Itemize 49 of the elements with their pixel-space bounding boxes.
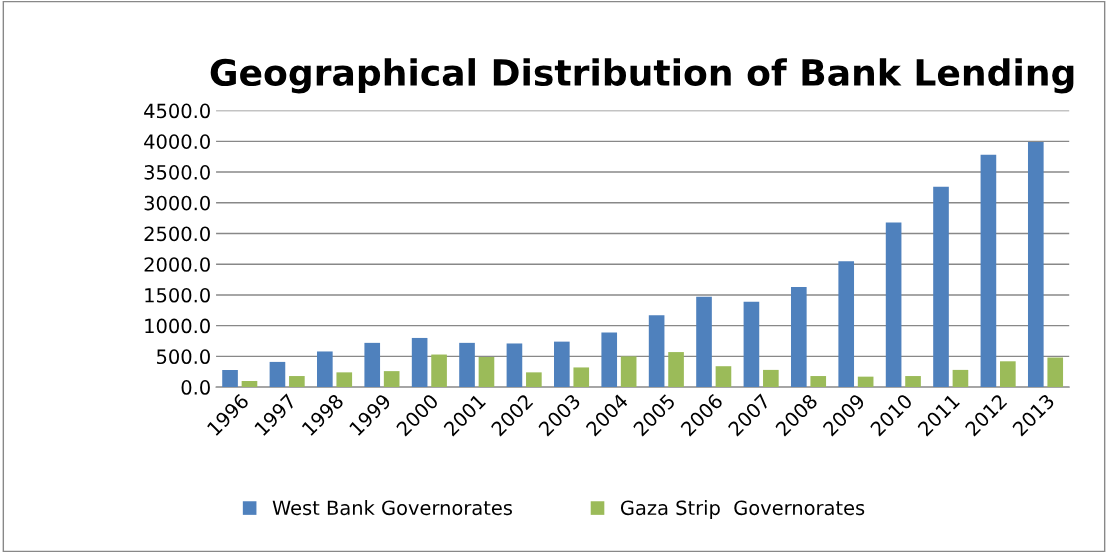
bar bbox=[241, 380, 258, 388]
y-tick-label: 500.0 bbox=[157, 349, 210, 365]
bar bbox=[763, 369, 779, 388]
bar bbox=[1047, 357, 1064, 388]
bar bbox=[573, 367, 590, 388]
bar bbox=[411, 337, 428, 388]
bar bbox=[317, 351, 333, 388]
y-tick-label: 1500.0 bbox=[145, 287, 210, 303]
bar bbox=[648, 315, 665, 388]
bar bbox=[526, 372, 542, 388]
legend-label: Gaza Strip Governorates bbox=[620, 500, 865, 519]
bar bbox=[478, 356, 495, 388]
bar bbox=[905, 376, 921, 388]
bar bbox=[269, 361, 286, 388]
bar bbox=[743, 301, 760, 388]
bar bbox=[431, 354, 447, 388]
bar bbox=[791, 286, 807, 388]
bar bbox=[668, 352, 684, 388]
chart-title: Geographical Distribution of Bank Lending bbox=[210, 58, 1074, 94]
bar bbox=[1027, 141, 1044, 388]
bar bbox=[459, 342, 475, 388]
y-tick-label: 4000.0 bbox=[144, 134, 210, 149]
bar bbox=[620, 356, 637, 388]
y-tick-label: 2000.0 bbox=[144, 257, 210, 272]
y-tick-label: 3500.0 bbox=[144, 165, 210, 180]
bar bbox=[506, 343, 523, 388]
y-tick-label: 1000.0 bbox=[145, 318, 210, 334]
bar bbox=[601, 332, 618, 388]
bar bbox=[933, 186, 949, 388]
bar bbox=[857, 376, 874, 388]
bar bbox=[222, 369, 238, 388]
y-tick-label: 0.0 bbox=[181, 380, 210, 395]
bar bbox=[952, 369, 969, 388]
y-tick-label: 2500.0 bbox=[144, 226, 210, 242]
bar bbox=[554, 341, 570, 388]
bar bbox=[696, 296, 712, 388]
bar bbox=[289, 376, 305, 388]
bar bbox=[336, 372, 353, 388]
y-tick-label: 3000.0 bbox=[144, 195, 210, 211]
bar bbox=[364, 342, 381, 388]
bar bbox=[838, 261, 855, 388]
bar bbox=[383, 371, 400, 388]
legend-label: West Bank Governorates bbox=[272, 500, 512, 516]
bar bbox=[1000, 361, 1016, 388]
bar bbox=[810, 376, 827, 388]
bar bbox=[715, 366, 732, 388]
bar bbox=[885, 222, 902, 388]
bar bbox=[980, 154, 997, 388]
y-tick-label: 4500.0 bbox=[144, 103, 210, 119]
